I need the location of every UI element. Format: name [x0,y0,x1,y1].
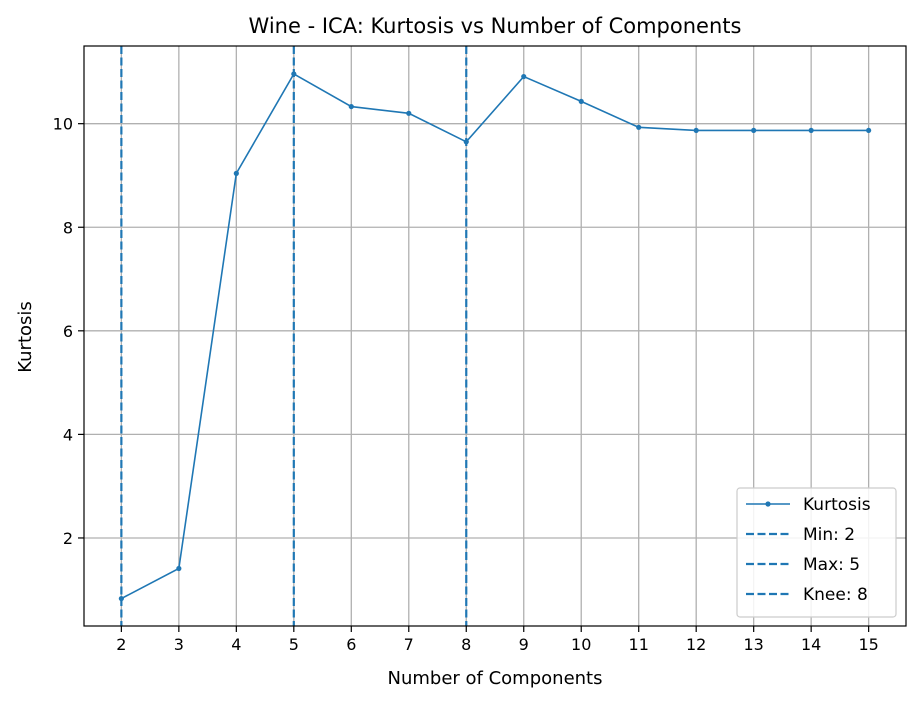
x-axis-label: Number of Components [388,668,603,689]
axis-ticks: 2 3 4 5 6 7 8 9 10 11 12 13 14 15 2 4 6 8 10 [53,115,879,654]
data-point [866,127,872,134]
data-point [808,127,814,134]
x-tick-label: 11 [629,635,649,654]
y-tick-label: 6 [63,322,73,341]
data-point [636,124,642,130]
legend: Kurtosis Min: 2 Max: 5 Knee: 8 [736,487,897,618]
x-tick-label: 14 [801,635,821,654]
legend-marker [765,501,771,507]
x-tick-label: 9 [519,635,529,654]
data-point [348,103,354,110]
x-tick-label: 12 [686,635,706,654]
y-tick-label: 4 [63,425,73,444]
x-tick-label: 4 [231,635,241,654]
data-point [176,565,182,572]
y-tick-label: 8 [63,218,73,237]
x-tick-label: 5 [289,635,299,654]
legend-entry-label: Min: 2 [803,525,855,545]
y-tick-label: 2 [63,529,73,548]
data-point [521,73,527,80]
x-tick-label: 8 [461,635,471,654]
data-point [751,127,757,134]
x-tick-label: 15 [858,635,878,654]
data-point [118,595,124,602]
legend-box [736,487,897,618]
legend-entry-label: Knee: 8 [803,585,868,605]
y-axis-label: Kurtosis [15,301,36,373]
x-tick-label: 10 [571,635,591,654]
chart-title: Wine - ICA: Kurtosis vs Number of Compon… [249,14,742,38]
y-tick-label: 10 [53,115,73,134]
data-point [463,139,469,145]
legend-entry-label: Kurtosis [803,495,871,515]
x-tick-label: 6 [346,635,356,654]
x-tick-label: 3 [174,635,184,654]
x-tick-label: 7 [404,635,414,654]
data-point [233,170,239,176]
series-line [120,72,869,600]
series-layer [118,71,872,602]
plot-area-frame [83,45,907,627]
x-tick-label: 2 [116,635,126,654]
x-tick-label: 13 [743,635,763,654]
data-point [578,98,584,105]
data-point [406,110,412,116]
data-point [291,71,297,77]
legend-entry-label: Max: 5 [803,555,860,575]
data-point [693,127,699,134]
